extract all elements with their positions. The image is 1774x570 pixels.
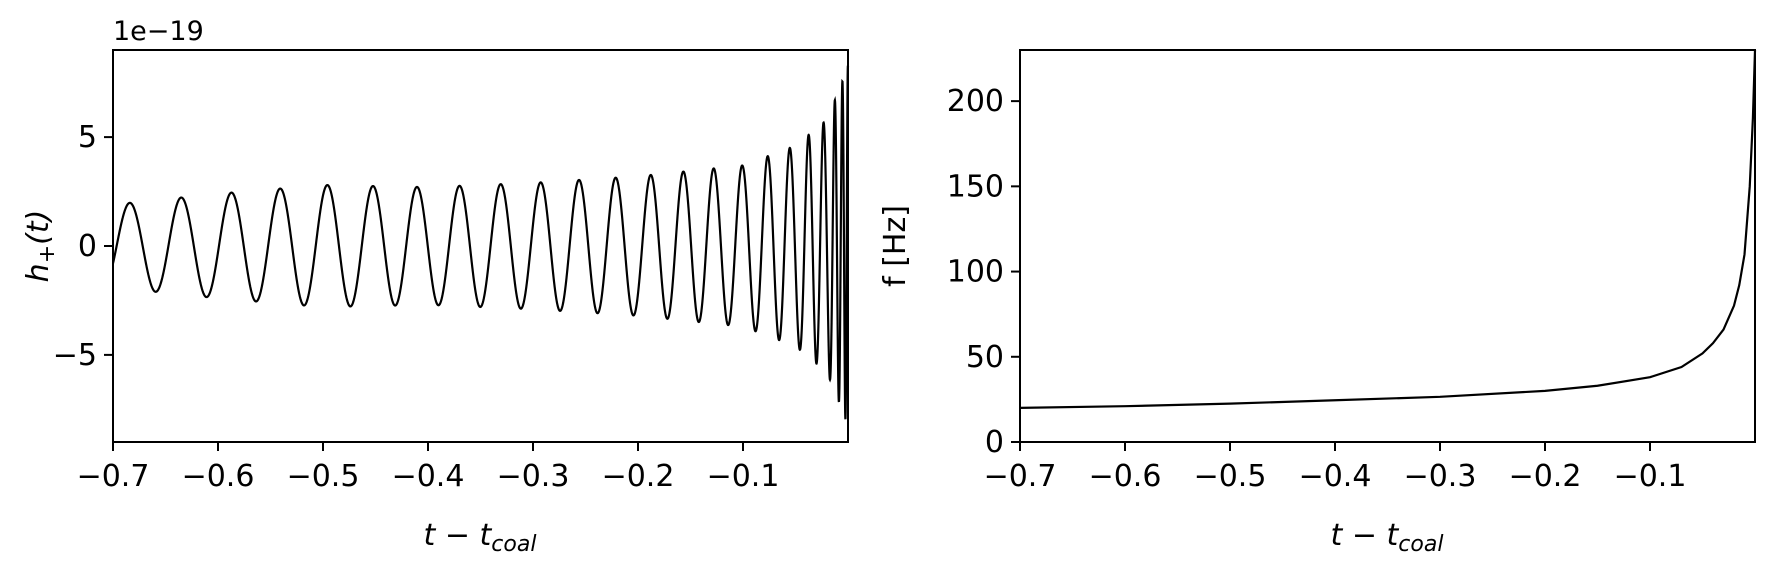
x-tick-label: −0.6 bbox=[182, 459, 255, 494]
y-axis-label: f [Hz] bbox=[878, 205, 913, 287]
y-tick-label: 100 bbox=[947, 255, 1004, 290]
y-tick-label: 5 bbox=[78, 120, 97, 155]
x-tick-label: −0.3 bbox=[497, 459, 570, 494]
y-tick-label: −5 bbox=[53, 338, 97, 373]
y-tick-label: 50 bbox=[966, 340, 1004, 375]
x-tick-label: −0.6 bbox=[1089, 459, 1162, 494]
x-tick-label: −0.5 bbox=[287, 459, 360, 494]
y-offset-text: 1e−19 bbox=[113, 16, 204, 47]
y-tick-label: 0 bbox=[985, 425, 1004, 460]
y-tick-label: 0 bbox=[78, 229, 97, 264]
plot-frame bbox=[1019, 49, 1756, 443]
strain-waveform-line bbox=[111, 65, 850, 420]
x-tick-label: −0.5 bbox=[1194, 459, 1267, 494]
strain-plot: −0.7 −0.6 −0.5 −0.4 −0.3 −0.2 −0.1 50−5 1e−19 … bbox=[21, 16, 850, 557]
x-axis-label: t − tcoal bbox=[1331, 518, 1444, 557]
x-axis-ticks: −0.7 −0.6 −0.5 −0.4 −0.3 −0.2 −0.1 bbox=[984, 442, 1687, 494]
y-axis-ticks: 0 50 100 150 200 bbox=[947, 84, 1020, 460]
x-tick-label: −0.7 bbox=[984, 459, 1057, 494]
x-tick-label: −0.1 bbox=[707, 459, 780, 494]
x-tick-label: −0.4 bbox=[392, 459, 465, 494]
y-tick-label: 150 bbox=[947, 169, 1004, 204]
x-tick-label: −0.7 bbox=[77, 459, 150, 494]
plot-frame bbox=[112, 49, 849, 443]
x-axis-label: t − tcoal bbox=[424, 518, 537, 557]
x-axis-ticks: −0.7 −0.6 −0.5 −0.4 −0.3 −0.2 −0.1 bbox=[77, 442, 780, 494]
x-tick-label: −0.3 bbox=[1404, 459, 1477, 494]
frequency-curve-line bbox=[1019, 49, 1757, 410]
y-axis-ticks: 5 0 −5 bbox=[53, 120, 113, 373]
x-tick-label: −0.2 bbox=[1509, 459, 1582, 494]
frequency-plot: −0.7 −0.6 −0.5 −0.4 −0.3 −0.2 −0.1 0 50 100 150 20… bbox=[878, 49, 1757, 557]
x-tick-label: −0.4 bbox=[1299, 459, 1372, 494]
y-tick-label: 200 bbox=[947, 84, 1004, 119]
y-axis-label: h+(t) bbox=[21, 210, 60, 283]
x-tick-label: −0.1 bbox=[1614, 459, 1687, 494]
x-tick-label: −0.2 bbox=[602, 459, 675, 494]
